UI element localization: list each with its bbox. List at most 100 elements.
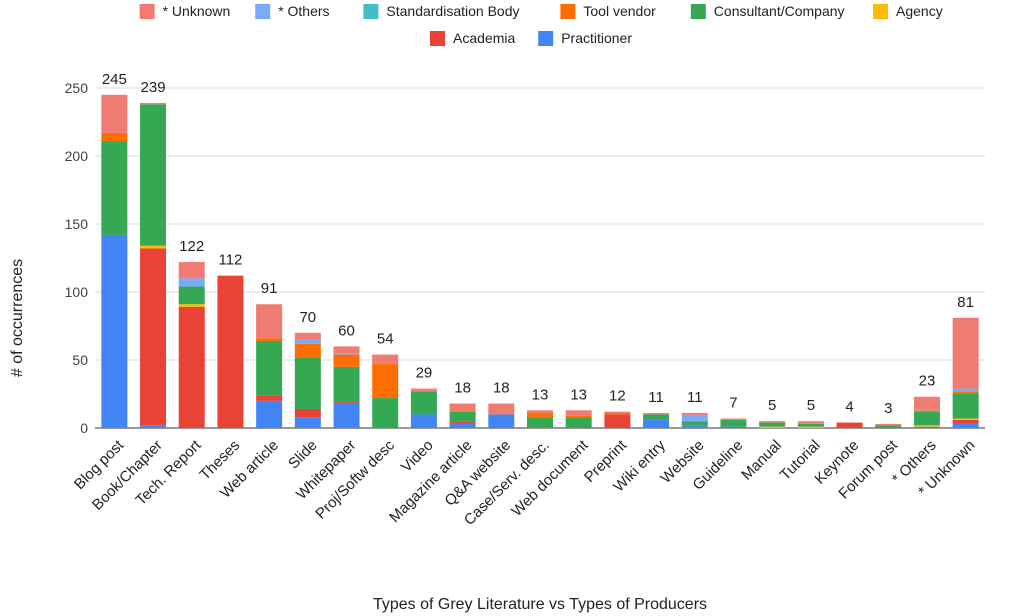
bar-segment xyxy=(333,346,360,354)
legend-label: Standardisation Body xyxy=(386,3,519,19)
bar-segment xyxy=(759,426,786,428)
bar-segment xyxy=(449,421,476,424)
bar-total-label: 81 xyxy=(957,294,974,311)
bar-segment xyxy=(797,423,824,427)
bar-segment xyxy=(681,415,708,422)
bar-total-label: 5 xyxy=(807,397,815,414)
bar-segment xyxy=(256,340,283,396)
bar-segment xyxy=(604,413,631,415)
bar-segment xyxy=(372,364,399,399)
y-tick-label: 0 xyxy=(80,420,88,436)
bar-segment xyxy=(178,262,205,279)
bar-segment xyxy=(178,278,205,287)
bar-segment xyxy=(101,234,128,428)
bar-total-label: 18 xyxy=(493,380,510,397)
legend-swatch xyxy=(139,4,155,19)
x-axis-label: Types of Grey Literature vs Types of Pro… xyxy=(373,596,707,613)
legend-label: Academia xyxy=(453,30,515,46)
y-tick-label: 150 xyxy=(65,216,89,232)
bar-segment xyxy=(913,411,940,426)
bar-segment xyxy=(720,426,747,428)
bar-segment xyxy=(759,422,786,427)
bar-segment xyxy=(256,338,283,341)
bars xyxy=(101,94,979,428)
bar-segment xyxy=(527,410,553,414)
bar-segment xyxy=(372,354,399,365)
bar-segment xyxy=(643,414,670,420)
y-tick-label: 50 xyxy=(72,352,88,368)
bar-segment xyxy=(527,417,553,428)
bar-total-label: 7 xyxy=(729,394,737,411)
bar-segment xyxy=(101,132,128,142)
bar-total-label: 12 xyxy=(609,388,626,405)
bar-total-label: 60 xyxy=(338,322,355,339)
bar-segment xyxy=(101,141,128,235)
bar-total-label: 70 xyxy=(299,309,316,326)
y-axis-label: # of occurrences xyxy=(9,259,26,377)
bar-segment xyxy=(294,357,321,409)
y-tick-label: 200 xyxy=(65,148,89,164)
bar-total-label: 5 xyxy=(768,397,776,414)
bar-segment xyxy=(140,104,167,246)
bar-segment xyxy=(952,317,979,389)
legend-swatch xyxy=(690,4,706,19)
bar-segment xyxy=(140,245,167,249)
bar-segment xyxy=(410,388,437,392)
bar-segment xyxy=(294,417,321,428)
bar-segment xyxy=(681,413,708,416)
bar-segment xyxy=(720,419,747,427)
bar-segment xyxy=(256,395,283,401)
bar-segment xyxy=(952,388,979,392)
bar-total-label: 54 xyxy=(377,331,394,348)
bar-segment xyxy=(488,414,515,428)
bar-segment xyxy=(449,403,476,411)
legend-label: * Unknown xyxy=(163,3,231,19)
bar-segment xyxy=(952,423,979,428)
bar-segment xyxy=(294,339,321,344)
bar-segment xyxy=(913,408,940,411)
bar-segment xyxy=(875,423,902,426)
bar-segment xyxy=(333,403,360,428)
bar-total-label: 13 xyxy=(570,386,587,403)
bar-total-label: 29 xyxy=(416,365,433,382)
bar-segment xyxy=(836,422,863,428)
bar-total-label: 11 xyxy=(687,389,703,406)
bar-total-label: 245 xyxy=(102,71,127,88)
bar-segment xyxy=(604,411,631,414)
legend-label: Tool vendor xyxy=(583,3,656,19)
bar-segment xyxy=(681,421,708,426)
bar-segment xyxy=(952,418,979,420)
bar-segment xyxy=(604,414,631,428)
bar-segment xyxy=(913,426,940,428)
bar-segment xyxy=(565,410,592,416)
bar-total-label: 4 xyxy=(845,399,853,416)
bar-segment xyxy=(797,421,824,424)
bar-segment xyxy=(643,413,670,415)
x-category-label: Manual xyxy=(738,437,785,484)
bar-segment xyxy=(294,343,321,358)
bar-total-label: 3 xyxy=(884,400,892,417)
y-axis-ticks: 0 50 100 150 200 250 xyxy=(65,80,89,436)
bar-segment xyxy=(952,391,979,394)
bar-total-label: 11 xyxy=(648,389,664,406)
bar-segment xyxy=(527,413,553,418)
bar-segment xyxy=(449,410,476,412)
bar-segment xyxy=(294,332,321,340)
legend-swatch xyxy=(430,31,445,46)
bar-total-label: 112 xyxy=(218,252,242,269)
bar-segment xyxy=(256,400,283,428)
bar-segment xyxy=(333,366,360,403)
legend-swatch xyxy=(255,4,271,19)
x-category-label: Slide xyxy=(285,437,321,473)
bar-segment xyxy=(797,426,824,428)
bar-total-label: 122 xyxy=(179,238,204,255)
legend-label: Consultant/Company xyxy=(714,3,845,19)
bar-segment xyxy=(449,423,476,428)
bar-segment xyxy=(333,354,360,367)
bar-segment xyxy=(913,396,940,409)
bar-total-label: 23 xyxy=(919,373,936,390)
bar-segment xyxy=(565,415,592,418)
